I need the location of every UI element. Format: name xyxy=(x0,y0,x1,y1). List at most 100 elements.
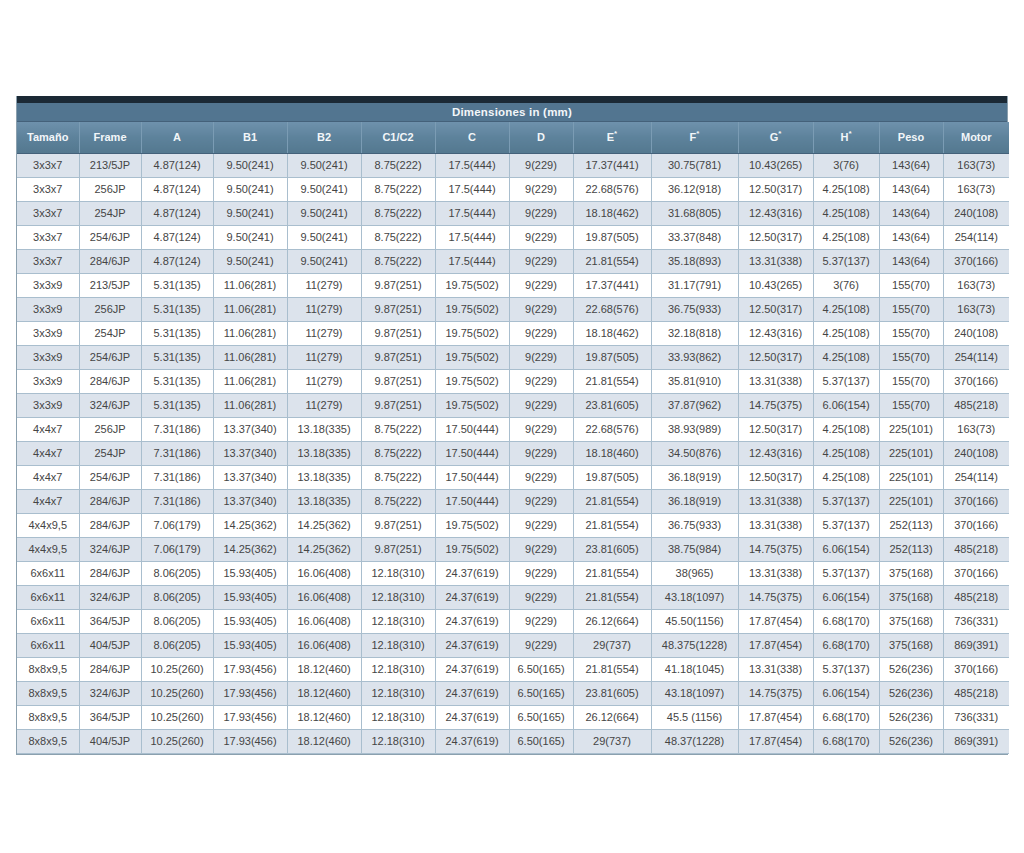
cell: 3x3x7 xyxy=(17,153,79,177)
cell: 4.25(108) xyxy=(813,297,879,321)
cell: 19.87(505) xyxy=(573,465,651,489)
cell: 13.37(340) xyxy=(213,417,287,441)
cell: 11.06(281) xyxy=(213,393,287,417)
cell: 36.18(919) xyxy=(651,465,738,489)
cell: 12.50(317) xyxy=(738,417,813,441)
cell: 9.50(241) xyxy=(213,249,287,273)
cell: 24.37(619) xyxy=(435,585,509,609)
cell: 21.81(554) xyxy=(573,489,651,513)
cell: 9(229) xyxy=(509,585,573,609)
cell: 17.87(454) xyxy=(738,633,813,657)
table-row: 3x3x9213/5JP5.31(135)11.06(281)11(279)9.… xyxy=(17,273,1009,297)
cell: 252(113) xyxy=(879,537,943,561)
cell: 284/6JP xyxy=(79,657,141,681)
cell: 7.06(179) xyxy=(141,513,213,537)
cell: 5.31(135) xyxy=(141,321,213,345)
cell: 19.75(502) xyxy=(435,393,509,417)
dimensions-table: TamañoFrameAB1B2C1/C2CDE*F*G*H*PesoMotor… xyxy=(17,122,1009,754)
cell: 43.18(1097) xyxy=(651,681,738,705)
cell: 16.06(408) xyxy=(287,585,361,609)
cell: 254JP xyxy=(79,321,141,345)
cell: 225(101) xyxy=(879,465,943,489)
cell: 8.06(205) xyxy=(141,585,213,609)
table-row: 6x6x11324/6JP8.06(205)15.93(405)16.06(40… xyxy=(17,585,1009,609)
cell: 324/6JP xyxy=(79,393,141,417)
cell: 9(229) xyxy=(509,417,573,441)
cell: 19.75(502) xyxy=(435,537,509,561)
cell: 6.50(165) xyxy=(509,657,573,681)
cell: 12.18(310) xyxy=(361,681,435,705)
cell: 8.75(222) xyxy=(361,249,435,273)
cell: 5.37(137) xyxy=(813,369,879,393)
cell: 9.87(251) xyxy=(361,345,435,369)
cell: 5.31(135) xyxy=(141,369,213,393)
cell: 48.37(1228) xyxy=(651,729,738,753)
cell: 18.12(460) xyxy=(287,657,361,681)
cell: 33.93(862) xyxy=(651,345,738,369)
cell: 370(166) xyxy=(943,249,1009,273)
cell: 19.75(502) xyxy=(435,345,509,369)
cell: 9(229) xyxy=(509,369,573,393)
cell: 284/6JP xyxy=(79,561,141,585)
cell: 12.18(310) xyxy=(361,561,435,585)
cell: 17.87(454) xyxy=(738,705,813,729)
cell: 213/5JP xyxy=(79,153,141,177)
cell: 36.12(918) xyxy=(651,177,738,201)
table-row: 8x8x9,5324/6JP10.25(260)17.93(456)18.12(… xyxy=(17,681,1009,705)
cell: 9.87(251) xyxy=(361,369,435,393)
cell: 13.31(338) xyxy=(738,369,813,393)
cell: 38.93(989) xyxy=(651,417,738,441)
cell: 155(70) xyxy=(879,273,943,297)
cell: 13.37(340) xyxy=(213,465,287,489)
cell: 254(114) xyxy=(943,225,1009,249)
cell: 29(737) xyxy=(573,633,651,657)
cell: 8.06(205) xyxy=(141,633,213,657)
table-top-strip xyxy=(17,96,1007,103)
cell: 364/5JP xyxy=(79,705,141,729)
cell: 3x3x9 xyxy=(17,273,79,297)
cell: 8x8x9,5 xyxy=(17,705,79,729)
cell: 38(965) xyxy=(651,561,738,585)
cell: 12.18(310) xyxy=(361,729,435,753)
cell: 6x6x11 xyxy=(17,561,79,585)
cell: 24.37(619) xyxy=(435,561,509,585)
cell: 12.50(317) xyxy=(738,345,813,369)
cell: 3x3x9 xyxy=(17,393,79,417)
cell: 4.25(108) xyxy=(813,345,879,369)
cell: 3(76) xyxy=(813,153,879,177)
cell: 16.06(408) xyxy=(287,609,361,633)
cell: 370(166) xyxy=(943,561,1009,585)
cell: 284/6JP xyxy=(79,513,141,537)
cell: 9(229) xyxy=(509,609,573,633)
cell: 143(64) xyxy=(879,225,943,249)
cell: 19.75(502) xyxy=(435,273,509,297)
cell: 213/5JP xyxy=(79,273,141,297)
cell: 6.06(154) xyxy=(813,393,879,417)
cell: 9(229) xyxy=(509,489,573,513)
cell: 225(101) xyxy=(879,417,943,441)
cell: 254(114) xyxy=(943,345,1009,369)
cell: 14.75(375) xyxy=(738,681,813,705)
cell: 4.25(108) xyxy=(813,177,879,201)
table-head: TamañoFrameAB1B2C1/C2CDE*F*G*H*PesoMotor xyxy=(17,122,1009,153)
cell: 526(236) xyxy=(879,681,943,705)
cell: 5.37(137) xyxy=(813,561,879,585)
cell: 9(229) xyxy=(509,345,573,369)
cell: 11(279) xyxy=(287,321,361,345)
cell: 163(73) xyxy=(943,273,1009,297)
cell: 21.81(554) xyxy=(573,513,651,537)
cell: 254(114) xyxy=(943,465,1009,489)
column-header: H* xyxy=(813,122,879,153)
cell: 6x6x11 xyxy=(17,585,79,609)
cell: 5.37(137) xyxy=(813,249,879,273)
cell: 18.18(462) xyxy=(573,321,651,345)
table-row: 4x4x7254/6JP7.31(186)13.37(340)13.18(335… xyxy=(17,465,1009,489)
cell: 4.87(124) xyxy=(141,249,213,273)
cell: 12.50(317) xyxy=(738,177,813,201)
cell: 4x4x7 xyxy=(17,489,79,513)
cell: 8x8x9,5 xyxy=(17,729,79,753)
cell: 19.75(502) xyxy=(435,321,509,345)
cell: 12.18(310) xyxy=(361,657,435,681)
cell: 17.5(444) xyxy=(435,201,509,225)
cell: 5.31(135) xyxy=(141,297,213,321)
